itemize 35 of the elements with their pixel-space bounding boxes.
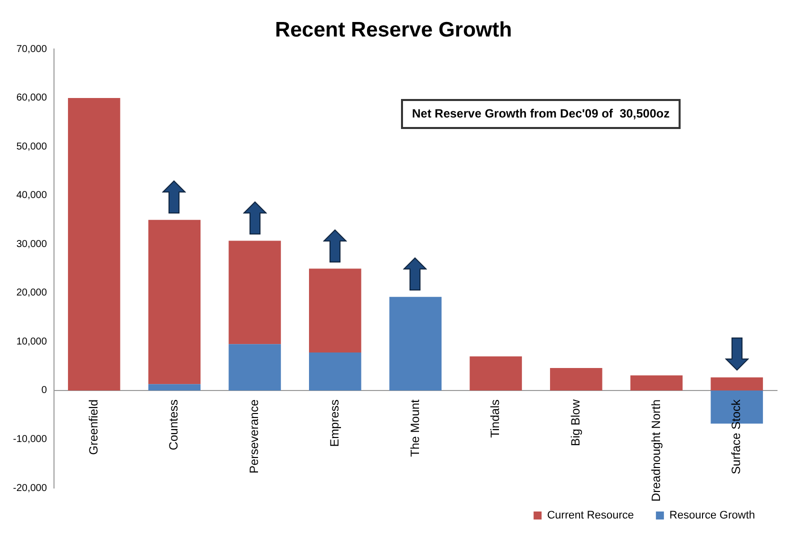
bar — [550, 368, 602, 390]
x-tick-label: Surface Stock — [729, 398, 744, 474]
y-tick-label: 40,000 — [16, 190, 48, 202]
bar — [228, 240, 281, 344]
legend-label: Resource Growth — [669, 510, 756, 522]
annotation: Net Reserve Growth from Dec'09 of 30,500oz — [412, 106, 670, 120]
x-tick-label: Dreadnought North — [648, 399, 663, 502]
bar — [470, 356, 522, 390]
bar — [309, 268, 362, 352]
x-tick-label: Greenfield — [86, 399, 100, 455]
x-tick-label: Countess — [166, 399, 181, 450]
y-tick-label: 60,000 — [16, 92, 48, 104]
x-tick-label: Empress — [327, 399, 342, 447]
bar — [68, 98, 120, 390]
y-tick-label: 50,000 — [16, 141, 48, 152]
y-tick-label: -20,000 — [12, 482, 48, 494]
bar — [630, 375, 683, 390]
bar — [148, 220, 201, 384]
y-tick-label: -10,000 — [12, 434, 48, 445]
legend-label: Current Resource — [547, 510, 634, 522]
bar — [389, 296, 442, 390]
y-tick-label: 20,000 — [16, 288, 48, 299]
x-tick-label: Tindals — [488, 399, 502, 438]
x-tick-label: Perseverance — [247, 399, 262, 474]
x-tick-label: Big Blow — [568, 399, 582, 446]
bar — [228, 344, 281, 390]
chart-title: Recent Reserve Growth — [275, 18, 512, 42]
x-tick-label: The Mount — [408, 398, 422, 457]
bar — [148, 384, 201, 390]
y-tick-label: 30,000 — [16, 238, 48, 250]
y-tick-label: 0 — [41, 385, 48, 396]
bar — [309, 352, 362, 390]
y-tick-label: 70,000 — [16, 44, 48, 55]
y-tick-label: 10,000 — [16, 336, 48, 348]
bar — [710, 377, 763, 390]
